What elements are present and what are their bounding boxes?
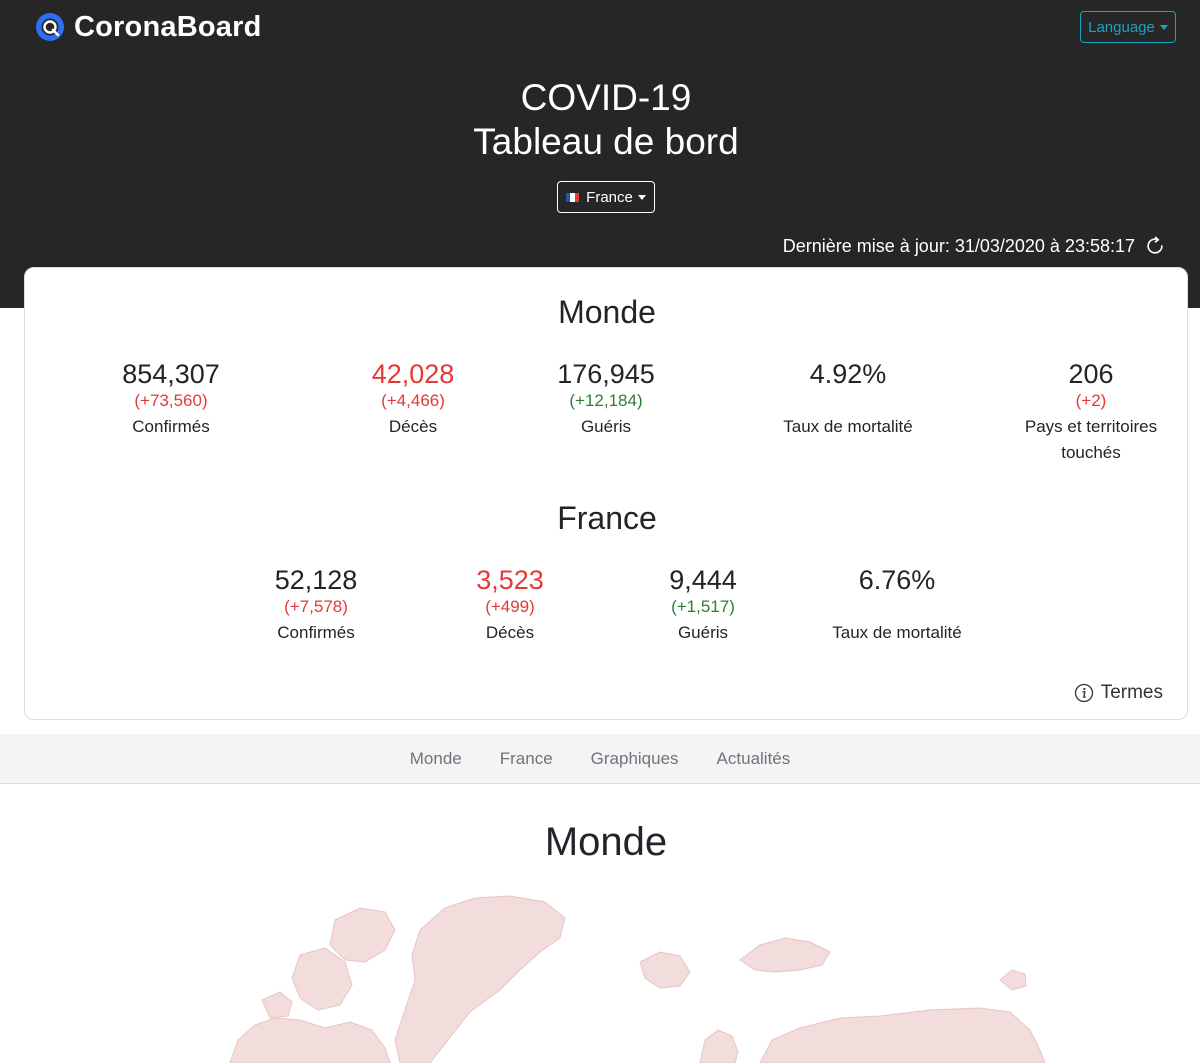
caret-down-icon [1159, 24, 1168, 30]
stat-value: 42,028 [371, 359, 455, 389]
greenland-shape [394, 895, 566, 1063]
brand[interactable]: CoronaBoard [34, 8, 262, 46]
world-map[interactable] [0, 890, 1200, 1063]
stat-delta [797, 596, 997, 618]
world-map-title: Monde [544, 820, 668, 864]
stat-delta: (+1,517) [671, 597, 735, 616]
france-stats-title: France [557, 500, 657, 536]
scandinavia-shape [699, 1029, 739, 1063]
stat-value: 4.92% [809, 359, 887, 389]
france-mortality-stat: 6.76% Taux de mortalité [797, 564, 997, 646]
stat-value: 6.76% [858, 565, 936, 595]
country-dropdown-button[interactable]: France [557, 181, 655, 213]
stat-delta [748, 390, 948, 412]
nav-item-france[interactable]: France [499, 748, 553, 768]
world-recovered-stat: 176,945 (+12,184) Guéris [506, 358, 706, 440]
stat-label: Confirmés [132, 417, 210, 436]
arctic-island-shape-3 [261, 991, 293, 1019]
stat-label: Décès [388, 417, 438, 436]
language-label: Language [1088, 18, 1155, 36]
nav-item-graphiques[interactable]: Graphiques [590, 748, 679, 768]
page-title-line1: COVID-19 [520, 77, 692, 118]
canada-shape [229, 1017, 391, 1063]
france-flag-icon [566, 192, 580, 202]
stat-label: Guéris [580, 417, 632, 436]
info-icon [1074, 683, 1093, 703]
terms-link[interactable]: Termes [1074, 682, 1163, 704]
stat-value: 52,128 [274, 565, 358, 595]
stat-label: Taux de mortalité [832, 623, 962, 642]
france-confirmed-stat: 52,128 (+7,578) Confirmés [216, 564, 416, 646]
nav-item-monde[interactable]: Monde [409, 748, 462, 768]
stat-label: Pays et territoires touchés [1024, 417, 1158, 462]
world-mortality-stat: 4.92% Taux de mortalité [748, 358, 948, 440]
stat-delta: (+4,466) [381, 391, 445, 410]
stat-value: 9,444 [669, 565, 737, 595]
brand-name: CoronaBoard [74, 10, 262, 43]
stat-delta: (+12,184) [569, 391, 643, 410]
world-stats-title: Monde [558, 294, 656, 330]
page-title-line2: Tableau de bord [473, 121, 739, 162]
world-deaths-stat: 42,028 (+4,466) Décès [313, 358, 513, 440]
refresh-icon[interactable] [1144, 235, 1166, 257]
russia-shape [759, 1007, 1046, 1063]
stat-value: 3,523 [476, 565, 544, 595]
france-recovered-stat: 9,444 (+1,517) Guéris [603, 564, 803, 646]
stat-label: Décès [485, 623, 535, 642]
hero-header: CoronaBoard Language COVID-19 Tableau de… [0, 0, 1200, 308]
nav-item-actualites[interactable]: Actualités [716, 748, 791, 768]
stat-label: Guéris [677, 623, 729, 642]
stat-label: Confirmés [277, 623, 355, 642]
arctic-island-shape-2 [291, 947, 353, 1011]
stat-value: 176,945 [557, 359, 655, 389]
world-countries-stat: 206 (+2) Pays et territoires touchés [991, 358, 1191, 466]
france-deaths-stat: 3,523 (+499) Décès [410, 564, 610, 646]
stat-value: 854,307 [122, 359, 220, 389]
page-title: COVID-19 Tableau de bord [0, 76, 1200, 164]
world-confirmed-stat: 854,307 (+73,560) Confirmés [71, 358, 271, 440]
russia-arctic-shape [739, 937, 831, 973]
stat-value: 206 [1068, 359, 1114, 389]
stat-delta: (+73,560) [134, 391, 208, 410]
terms-label: Termes [1100, 682, 1163, 703]
arctic-island-shape-4 [999, 969, 1027, 991]
language-dropdown-button[interactable]: Language [1080, 11, 1176, 43]
section-nav: Monde France Graphiques Actualités [0, 734, 1200, 784]
country-label: France [586, 188, 633, 206]
stats-card: Monde 854,307 (+73,560) Confirmés 42,028… [24, 267, 1188, 720]
coronaboard-logo-icon [36, 13, 64, 41]
stat-delta: (+2) [1075, 391, 1107, 410]
stat-delta: (+499) [485, 597, 535, 616]
svalbard-shape [639, 951, 691, 989]
last-update: Dernière mise à jour: 31/03/2020 à 23:58… [783, 233, 1166, 259]
caret-down-icon [637, 194, 646, 200]
last-update-text: Dernière mise à jour: 31/03/2020 à 23:58… [782, 235, 1135, 256]
arctic-island-shape-1 [329, 907, 396, 963]
stat-label: Taux de mortalité [783, 417, 913, 436]
stat-delta: (+7,578) [284, 597, 348, 616]
